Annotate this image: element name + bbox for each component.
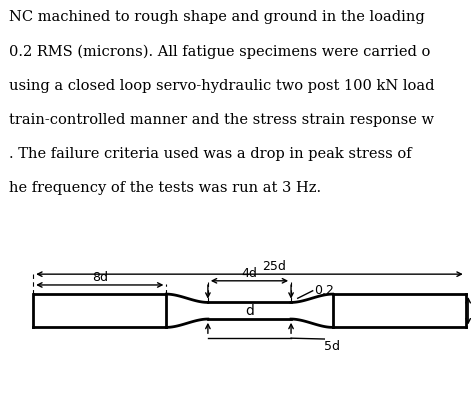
Text: . The failure criteria used was a drop in peak stress of: . The failure criteria used was a drop i… — [9, 147, 412, 161]
Text: 25d: 25d — [263, 260, 286, 273]
Text: 0.2 RMS (microns). All fatigue specimens were carried o: 0.2 RMS (microns). All fatigue specimens… — [9, 44, 431, 59]
Text: d: d — [245, 304, 254, 318]
Text: train-controlled manner and the stress strain response w: train-controlled manner and the stress s… — [9, 113, 435, 127]
Text: 4d: 4d — [242, 267, 257, 279]
Text: he frequency of the tests was run at 3 Hz.: he frequency of the tests was run at 3 H… — [9, 181, 321, 195]
Text: 2d: 2d — [473, 304, 474, 317]
Text: NC machined to rough shape and ground in the loading: NC machined to rough shape and ground in… — [9, 10, 425, 24]
Text: 8d: 8d — [92, 271, 108, 284]
Text: 0.2: 0.2 — [314, 284, 334, 297]
Text: using a closed loop servo-hydraulic two post 100 kN load: using a closed loop servo-hydraulic two … — [9, 79, 435, 92]
Text: 5d: 5d — [324, 340, 340, 353]
